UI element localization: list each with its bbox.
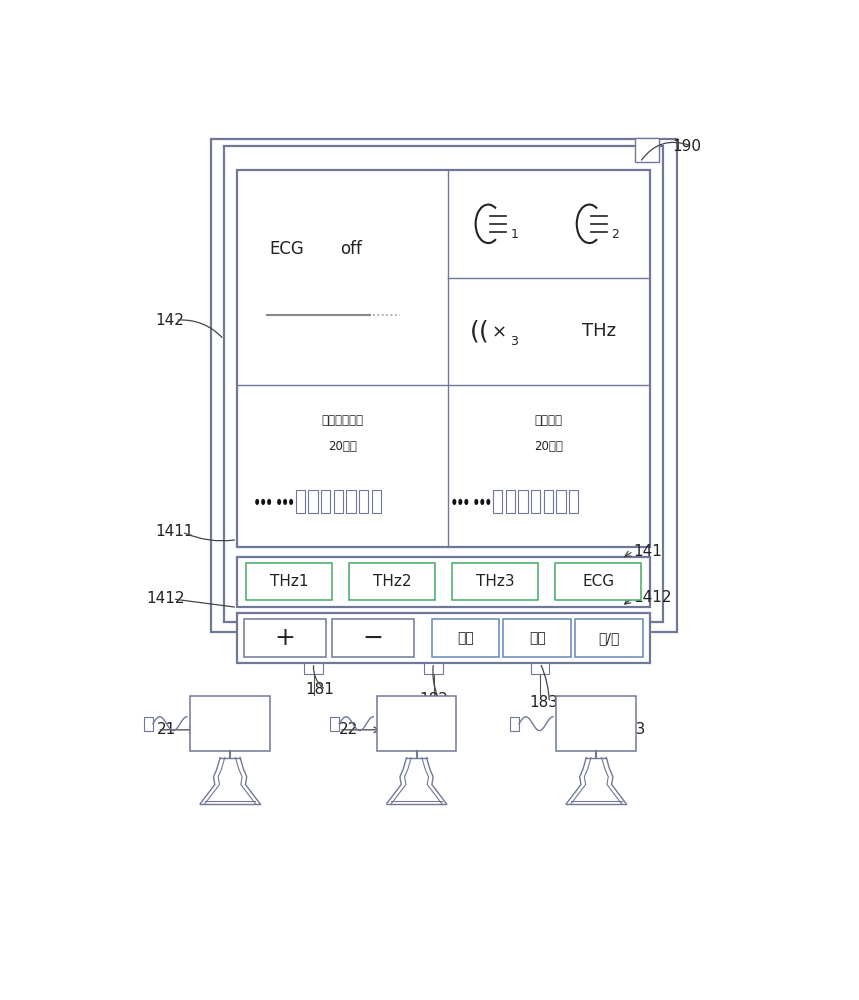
Text: $\times$: $\times$ (491, 322, 506, 340)
Bar (143, 717, 153, 731)
Bar (237, 557, 650, 607)
Bar (531, 490, 540, 513)
Text: 心电采集时间: 心电采集时间 (321, 414, 363, 427)
Text: 183: 183 (529, 695, 558, 710)
Bar (237, 170, 650, 547)
Bar (493, 490, 503, 513)
Text: 181: 181 (306, 682, 335, 697)
Text: 开/关: 开/关 (599, 631, 620, 645)
Text: 1412: 1412 (146, 591, 185, 606)
Bar (503, 619, 571, 657)
Text: 治疗时间: 治疗时间 (535, 414, 563, 427)
Text: 21: 21 (157, 722, 177, 737)
Text: 190: 190 (672, 139, 701, 154)
Bar (333, 490, 343, 513)
Bar (246, 563, 332, 600)
Bar (308, 490, 318, 513)
Bar (557, 696, 637, 751)
Bar (506, 490, 515, 513)
Text: THz2: THz2 (373, 574, 411, 589)
Text: THz1: THz1 (270, 574, 308, 589)
Text: 3: 3 (510, 335, 518, 348)
Bar (359, 490, 369, 513)
Ellipse shape (459, 499, 462, 505)
Bar (210, 139, 677, 632)
Text: ECG: ECG (269, 240, 304, 258)
Text: 142: 142 (155, 313, 184, 328)
Text: THz: THz (582, 322, 617, 340)
Ellipse shape (261, 499, 265, 505)
Bar (224, 146, 663, 622)
Bar (376, 696, 456, 751)
Ellipse shape (480, 499, 484, 505)
Bar (330, 717, 339, 731)
Text: 141: 141 (633, 544, 662, 559)
Bar (424, 663, 443, 674)
Bar (452, 563, 538, 600)
Bar (636, 138, 659, 162)
Ellipse shape (283, 499, 287, 505)
Text: 1: 1 (510, 228, 518, 241)
Text: ECG: ECG (582, 574, 614, 589)
Bar (557, 490, 565, 513)
Bar (295, 490, 305, 513)
Text: 182: 182 (419, 692, 448, 707)
Bar (518, 490, 527, 513)
Ellipse shape (255, 499, 259, 505)
Ellipse shape (465, 499, 468, 505)
Text: 1411: 1411 (155, 524, 194, 539)
Text: 2: 2 (612, 228, 619, 241)
Text: 暂停: 暂停 (529, 631, 545, 645)
Bar (332, 619, 414, 657)
Bar (321, 490, 331, 513)
Ellipse shape (474, 499, 478, 505)
Text: −: − (362, 626, 383, 650)
Bar (544, 490, 553, 513)
Bar (244, 619, 326, 657)
Ellipse shape (267, 499, 271, 505)
Text: off: off (340, 240, 362, 258)
Bar (237, 613, 650, 663)
Ellipse shape (289, 499, 293, 505)
Bar (569, 490, 578, 513)
Ellipse shape (486, 499, 490, 505)
Text: 20分钟: 20分钟 (328, 440, 356, 453)
Bar (509, 717, 519, 731)
Text: 开始: 开始 (457, 631, 474, 645)
Bar (190, 696, 270, 751)
Bar (576, 619, 643, 657)
Bar (531, 663, 550, 674)
Text: 23: 23 (627, 722, 646, 737)
Bar (346, 490, 356, 513)
Bar (431, 619, 499, 657)
Ellipse shape (277, 499, 281, 505)
Bar (556, 563, 642, 600)
Text: 20分钟: 20分钟 (534, 440, 564, 453)
Text: $(\mathsf{(}$: $(\mathsf{(}$ (468, 318, 488, 344)
Bar (372, 490, 381, 513)
Bar (304, 663, 323, 674)
Ellipse shape (453, 499, 456, 505)
Bar (349, 563, 435, 600)
Text: THz3: THz3 (476, 574, 515, 589)
Text: +: + (275, 626, 295, 650)
Text: 22: 22 (339, 722, 358, 737)
Text: 1412: 1412 (633, 590, 672, 605)
